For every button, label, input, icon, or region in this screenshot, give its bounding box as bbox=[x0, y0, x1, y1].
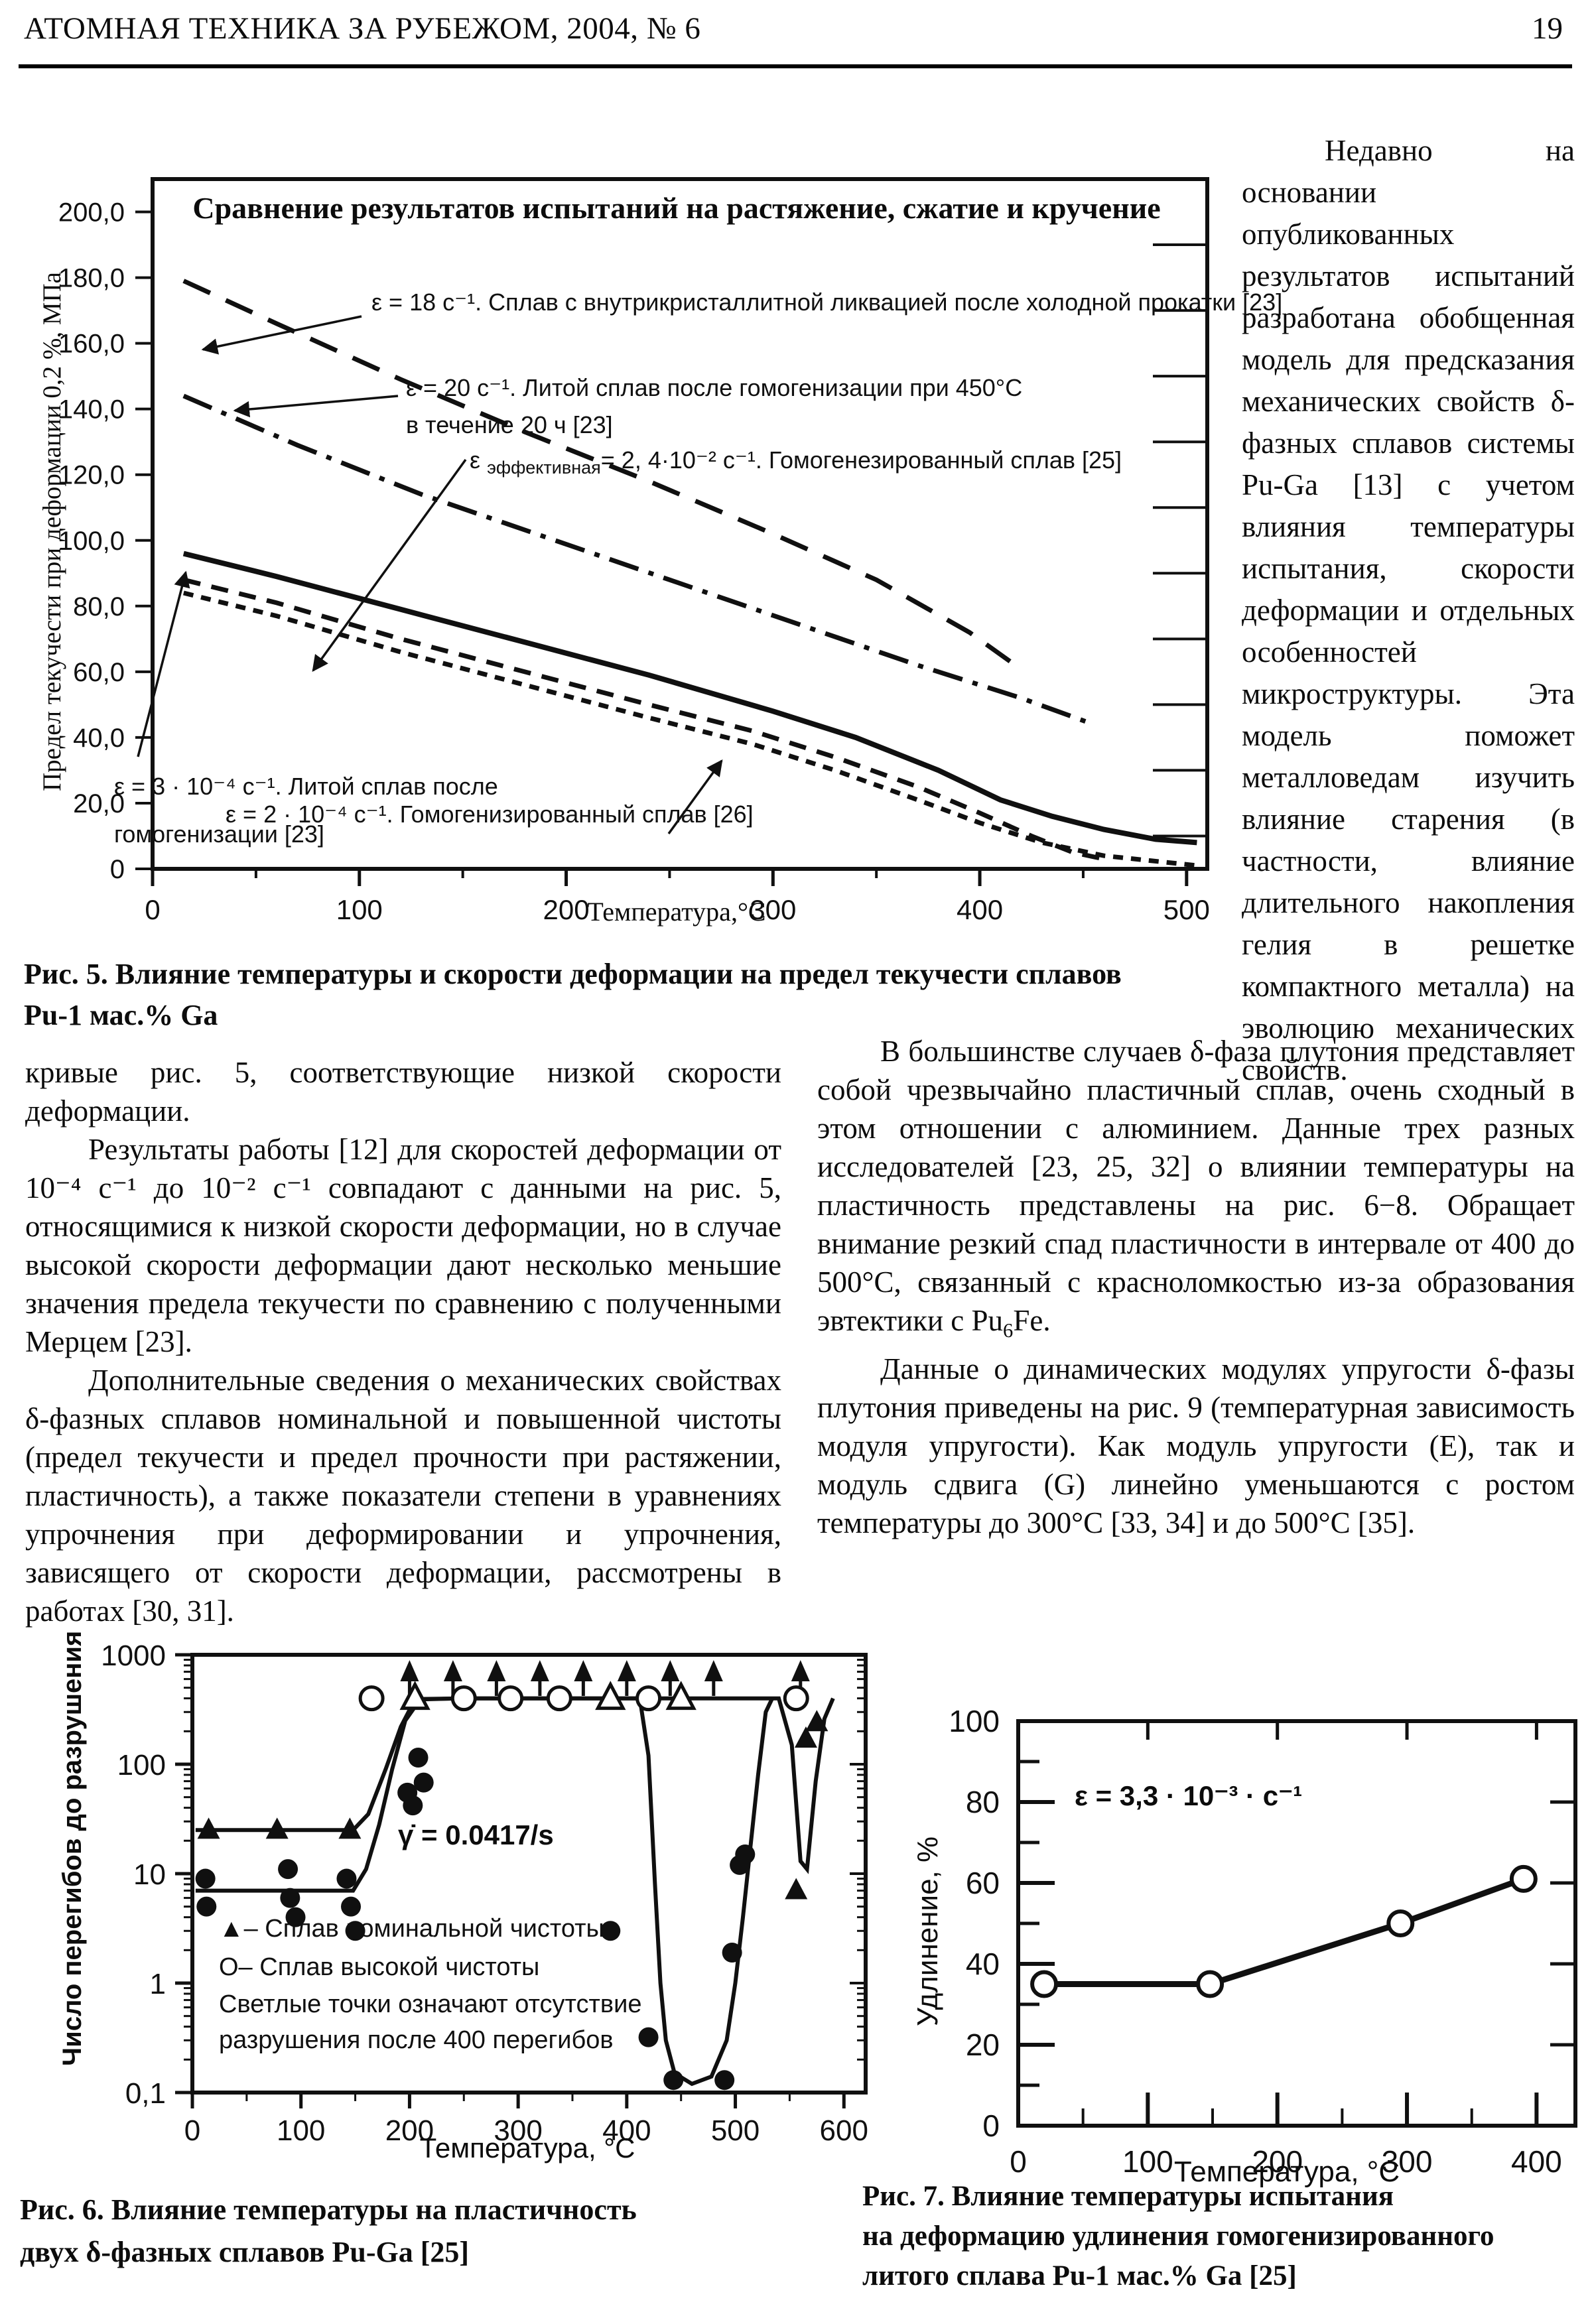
tick-label: 0,1 bbox=[125, 2077, 166, 2110]
data-point bbox=[1509, 1864, 1538, 1893]
figure5-caption: Рис. 5. Влияние температуры и скорости д… bbox=[24, 958, 1122, 1031]
series-eps-2e-4-homogenized bbox=[182, 590, 1197, 868]
tick-label: 500 bbox=[1163, 894, 1210, 925]
tick-label: 80 bbox=[966, 1785, 1000, 1819]
figure7-caption: Рис. 7. Влияние температуры испытания на… bbox=[862, 2181, 1494, 2292]
figure5-series-label-eps-effective: ε эффективная= 2, 4·10⁻² с⁻¹. Гомогенези… bbox=[470, 446, 1122, 478]
figure7-x-axis-label: Температура, °С bbox=[1173, 2156, 1400, 2188]
figure5-series-label-eps2e-4: ε = 2 · 10⁻⁴ с⁻¹. Гомогенизированный спл… bbox=[226, 801, 754, 828]
figure7-strain-rate-annotation: ε = 3,3 · 10⁻³ · с⁻¹ bbox=[1075, 1780, 1303, 1811]
figure6-legend-nominal-purity: ▲– Сплав номинальной чистоты. bbox=[219, 1915, 612, 1943]
tick-label: 60 bbox=[966, 1866, 1000, 1900]
tick-label: 1000 bbox=[101, 1640, 166, 1672]
figure6-y-axis-label: Число перегибов до разрушения bbox=[58, 1630, 87, 2066]
tick-label: 300 bbox=[1382, 2144, 1433, 2179]
tick-label: 140,0 bbox=[58, 395, 125, 424]
series-high-purity-curve bbox=[195, 1696, 774, 2087]
series-eps-3e-4-cast-homogenized bbox=[182, 577, 1104, 862]
paragraph: Данные о динамических модулях упругости … bbox=[817, 1352, 1575, 1539]
tick-label: 400 bbox=[957, 894, 1003, 925]
figure6-chart: 1000 100 10 1 0,1 0 100 200 300 400 500 600 bbox=[101, 1640, 868, 2147]
annotation-leader-arrow bbox=[201, 315, 362, 355]
figure5-chart: 200,0 180,0 160,0 140,0 120,0 100,0 80,0 60,0 40… bbox=[58, 177, 1210, 925]
tick-label: 400 bbox=[602, 2114, 651, 2147]
left-column: кривые рис. 5, соответствующие низкой ск… bbox=[25, 1053, 781, 1630]
tick-label: 100,0 bbox=[58, 527, 125, 556]
figure5-series-label-eps3e-4: ε = 3 · 10⁻⁴ с⁻¹. Литой сплав после гомо… bbox=[114, 773, 498, 848]
tick-label: 20,0 bbox=[73, 789, 125, 818]
right-column: В большинстве случаев δ-фаза плутония пр… bbox=[817, 1032, 1575, 1542]
figure5-chart-title: Сравнение результатов испытаний на растя… bbox=[192, 191, 1161, 225]
series-elongation bbox=[1044, 1876, 1525, 1987]
tick-label: 100 bbox=[949, 1704, 1000, 1738]
annotation-leader-arrow bbox=[312, 458, 467, 672]
annotation-leader-arrow bbox=[233, 395, 399, 418]
tick-label: 200 bbox=[1252, 2144, 1303, 2179]
data-point bbox=[1386, 1909, 1415, 1937]
tick-label: 0 bbox=[110, 855, 125, 884]
series-eps-18-cold-rolled bbox=[182, 279, 1012, 664]
tick-label: 100 bbox=[336, 894, 383, 925]
tick-label: 10 bbox=[133, 1858, 166, 1891]
tick-label: 600 bbox=[820, 2114, 868, 2147]
figure6-legend-open-points-note: Светлые точки означают отсутствие разруш… bbox=[219, 1990, 642, 2054]
figure6-caption: Рис. 6. Влияние температуры на пластично… bbox=[20, 2193, 637, 2268]
sidebar-paragraph: Недавно на основании опубликованных резу… bbox=[1242, 134, 1575, 1086]
figure6-strain-rate-annotation: γ̇ = 0.0417/s bbox=[398, 1819, 554, 1850]
plot-border bbox=[151, 177, 1209, 871]
figure6: 1000 100 10 1 0,1 0 100 200 300 400 500 600 Число п… bbox=[36, 1628, 892, 2185]
series-eps-20-cast-homogenized-450C bbox=[182, 393, 1094, 727]
paragraph: В большинстве случаев δ-фаза плутония пр… bbox=[817, 1035, 1575, 1342]
tick-label: 80,0 bbox=[73, 592, 125, 621]
figure7: 0 20 40 60 80 100 0 100 200 300 400 Удлинение, % Т… bbox=[876, 1691, 1592, 2188]
tick-label: 400 bbox=[1511, 2144, 1562, 2179]
tick-label: 200 bbox=[543, 894, 589, 925]
tick-label: 0 bbox=[145, 894, 160, 925]
page-number: 19 bbox=[1532, 11, 1563, 46]
journal-title: АТОМНАЯ ТЕХНИКА ЗА РУБЕЖОМ, 2004, № 6 bbox=[24, 11, 701, 46]
tick-label: 40 bbox=[966, 1947, 1000, 1981]
tick-label: 180,0 bbox=[58, 264, 125, 293]
data-point bbox=[1196, 1970, 1225, 1998]
tick-label: 100 bbox=[117, 1749, 166, 1781]
annotation-leader-arrow bbox=[667, 759, 723, 835]
figure5-series-label-eps20: ε = 20 с⁻¹. Литой сплав после гомогениза… bbox=[406, 374, 1023, 438]
figure6-x-axis-label: Температура, °С bbox=[419, 2132, 635, 2163]
figure5-x-axis-label: Температура,°С bbox=[587, 897, 766, 927]
figure6-legend-high-purity: О– Сплав высокой чистоты bbox=[219, 1953, 540, 1981]
data-point bbox=[1030, 1970, 1059, 1998]
annotation-leader-arrow bbox=[137, 570, 190, 757]
tick-label: 200 bbox=[385, 2114, 434, 2147]
paragraph: Дополнительные сведения о механических с… bbox=[25, 1364, 781, 1628]
tick-label: 1 bbox=[150, 1968, 166, 2000]
tick-label: 0 bbox=[982, 2108, 1000, 2143]
tick-label: 200,0 bbox=[58, 198, 125, 227]
series-eps-eff-2.4e-2-homogenized bbox=[182, 550, 1197, 846]
tick-label: 120,0 bbox=[58, 461, 125, 490]
paragraph: Результаты работы [12] для скоростей деф… bbox=[25, 1133, 781, 1358]
tick-label: 300 bbox=[494, 2114, 542, 2147]
tick-label: 300 bbox=[750, 894, 796, 925]
tick-label: 0 bbox=[184, 2114, 200, 2147]
tick-label: 160,0 bbox=[58, 330, 125, 359]
figure5-series-label-eps18: ε = 18 с⁻¹. Сплав с внутрикристаллитной … bbox=[371, 289, 1283, 316]
header-rule bbox=[19, 64, 1572, 68]
tick-label: 100 bbox=[1122, 2144, 1173, 2179]
figure7-chart: 0 20 40 60 80 100 0 100 200 300 400 bbox=[949, 1704, 1577, 2179]
tick-label: 500 bbox=[711, 2114, 760, 2147]
tick-label: 40,0 bbox=[73, 724, 125, 753]
figure5-y-axis-label: Предел текучести при деформации 0,2 %, М… bbox=[38, 272, 66, 791]
tick-label: 20 bbox=[966, 2028, 1000, 2062]
paragraph-continuation: кривые рис. 5, соответствующие низкой ск… bbox=[25, 1056, 781, 1128]
figure5: 200,0 180,0 160,0 140,0 120,0 100,0 80,0 60,0 40… bbox=[27, 162, 1282, 938]
figure7-y-axis-label: Удлинение, % bbox=[911, 1836, 944, 2026]
tick-label: 100 bbox=[277, 2114, 325, 2147]
tick-label: 0 bbox=[1010, 2144, 1027, 2179]
tick-label: 60,0 bbox=[73, 658, 125, 687]
